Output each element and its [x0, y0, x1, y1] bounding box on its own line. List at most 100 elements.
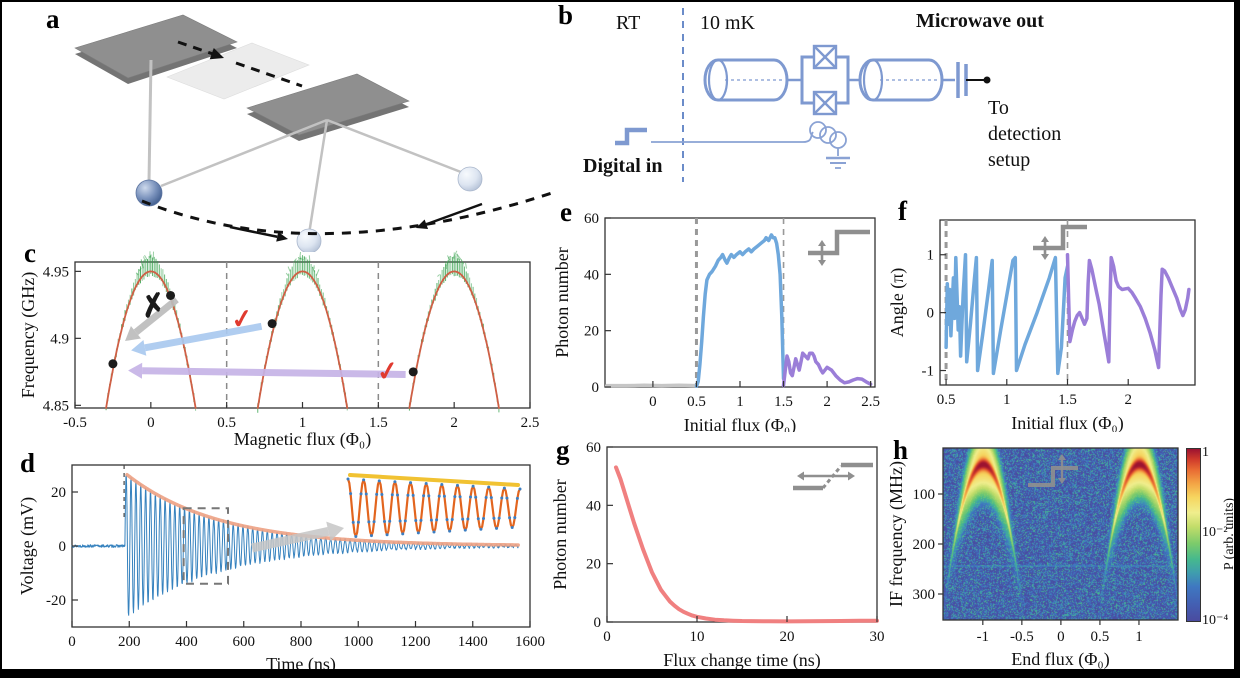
svg-text:60: 60: [584, 211, 599, 227]
panel-h-heatmap-overlay: -1 -0.5 0 0.5 1 100 200 300 End flux (Φ₀) IF freq…: [888, 445, 1237, 670]
svg-text:1600: 1600: [515, 634, 545, 650]
to-detection-label-3: setup: [988, 149, 1031, 171]
inset-trend-line: [348, 473, 520, 487]
first-well: [694, 233, 786, 388]
decay-envelope: [125, 472, 520, 547]
panel-label-g: g: [556, 435, 570, 465]
svg-text:1400: 1400: [458, 634, 488, 650]
to-detection-label-2: detection: [988, 123, 1062, 145]
svg-text:✗: ✗: [138, 288, 169, 326]
g-series: [614, 465, 879, 624]
svg-text:800: 800: [290, 634, 313, 650]
output-capacitor: [942, 62, 991, 98]
svg-text:2: 2: [450, 415, 458, 431]
svg-text:-1: -1: [922, 364, 935, 380]
svg-text:1.5: 1.5: [774, 394, 793, 410]
flux-step-variable-end-icon: [1028, 454, 1078, 487]
swing-arc-arrows: [141, 191, 553, 242]
axis-ticks: 0 0.5 1 1.5 2 2.5 0 20 40 60: [584, 211, 880, 410]
svg-text:Photon number: Photon number: [555, 247, 572, 358]
svg-text:600: 600: [233, 634, 256, 650]
svg-text:20: 20: [586, 557, 601, 573]
panel-g-flux-change-chart: 0 10 20 30 0 20 40 60 Flux change time (ns) Photo…: [553, 440, 885, 671]
svg-text:1: 1: [299, 415, 307, 431]
svg-text:300: 300: [913, 587, 936, 603]
digital-pulse-symbol: [615, 127, 647, 146]
flux-step-variable-start-icon: [1033, 224, 1087, 260]
swing-arc: [141, 191, 553, 236]
panel-e-photon-number-chart: 0 0.5 1 1.5 2 2.5 0 20 40 60 Initial flux (Φ₀) Phot…: [555, 211, 880, 432]
second-well-phase: [1065, 252, 1191, 370]
zoom-region-box: [182, 507, 230, 585]
panel-d-ringdown-chart: 0 200 400 600 800 1000 1200 1400 1600-20020Time …: [20, 464, 545, 675]
flux-step-variable-start-icon: [808, 229, 870, 266]
svg-text:4.85: 4.85: [43, 398, 69, 414]
e-series: [604, 233, 873, 388]
svg-text:P (arb. units): P (arb. units): [1222, 498, 1237, 571]
svg-text:End flux (Φ₀): End flux (Φ₀): [1011, 649, 1109, 670]
panel-label-e: e: [560, 197, 572, 227]
figure-border-bottom: [0, 669, 1240, 678]
svg-text:2.5: 2.5: [521, 415, 540, 431]
svg-text:10: 10: [690, 629, 705, 645]
svg-text:20: 20: [584, 324, 599, 340]
svg-text:0: 0: [649, 394, 657, 410]
svg-text:20: 20: [51, 485, 66, 501]
squid-element: [787, 44, 860, 116]
figure-border-top: [0, 0, 1240, 2]
svg-text:Angle (π): Angle (π): [890, 268, 908, 338]
svg-text:0: 0: [59, 539, 67, 555]
svg-text:0: 0: [592, 380, 600, 396]
svg-text:400: 400: [175, 634, 198, 650]
first-well-phase: [944, 252, 1070, 376]
svg-text:-0.5: -0.5: [63, 415, 87, 431]
svg-text:0.5: 0.5: [687, 394, 706, 410]
svg-text:100: 100: [913, 487, 936, 503]
svg-text:-0.5: -0.5: [1010, 629, 1034, 645]
panel-c-frequency-flux-chart: ✗ ✓ ✓ -0.5 0 0.5 1 1.5 2 2.5 4.85 4.9 4.95 Magnetic f…: [20, 250, 540, 450]
svg-text:4.9: 4.9: [50, 331, 69, 347]
panel-label-f: f: [898, 196, 907, 226]
svg-text:IF frequency (MHz): IF frequency (MHz): [888, 461, 907, 607]
svg-text:200: 200: [913, 537, 936, 553]
svg-text:1000: 1000: [343, 634, 373, 650]
axis-ticks: -1 -0.5 0 0.5 1 100 200 300: [913, 487, 1143, 645]
svg-text:Magnetic flux (Φ₀): Magnetic flux (Φ₀): [234, 429, 371, 450]
svg-text:0.5: 0.5: [937, 392, 956, 408]
resonance-arches: [105, 250, 500, 413]
svg-text:10⁻²: 10⁻²: [1202, 525, 1228, 540]
pendulum-spheres: [135, 166, 483, 252]
figure-border-right: [1234, 0, 1240, 678]
svg-text:-20: -20: [46, 593, 66, 609]
sphere-right: [457, 166, 483, 192]
to-detection-label-1: To: [988, 97, 1009, 119]
pendulum-plates: [74, 14, 410, 141]
svg-text:0: 0: [603, 629, 611, 645]
svg-text:✓: ✓: [229, 303, 255, 335]
ringdown-signal: [71, 465, 520, 616]
panel-h-heatmap-canvas: [943, 448, 1178, 620]
axis-ticks: 0 10 20 30 0 20 40 60: [586, 440, 885, 645]
svg-text:10⁻⁴: 10⁻⁴: [1202, 613, 1228, 628]
panel-label-b: b: [558, 0, 574, 30]
panel-label-d: d: [20, 448, 36, 478]
svg-text:1: 1: [1135, 629, 1143, 645]
svg-text:Voltage (mV): Voltage (mV): [20, 497, 38, 595]
axis-ticks: 0 200 400 600 800 1000 1200 1400 1600 -20 0 20: [46, 485, 545, 650]
colorbar: [1186, 448, 1201, 622]
svg-text:40: 40: [584, 267, 599, 283]
svg-text:30: 30: [870, 629, 885, 645]
panel-label-h: h: [893, 435, 909, 465]
svg-text:40: 40: [586, 498, 601, 514]
svg-text:Frequency (GHz): Frequency (GHz): [20, 272, 39, 398]
state-dots: [108, 290, 418, 377]
svg-text:Flux change time (ns): Flux change time (ns): [663, 650, 820, 671]
digital-in-label: Digital in: [583, 155, 663, 177]
colorbar-labels: 1 10⁻² 10⁻⁴ P (arb. units): [1202, 445, 1237, 628]
svg-text:60: 60: [586, 440, 601, 456]
svg-text:1: 1: [1202, 445, 1209, 460]
coax-cavity-right: [858, 58, 944, 102]
svg-text:4.95: 4.95: [43, 264, 69, 280]
figure-border-left: [0, 0, 2, 678]
svg-text:-1: -1: [977, 629, 990, 645]
